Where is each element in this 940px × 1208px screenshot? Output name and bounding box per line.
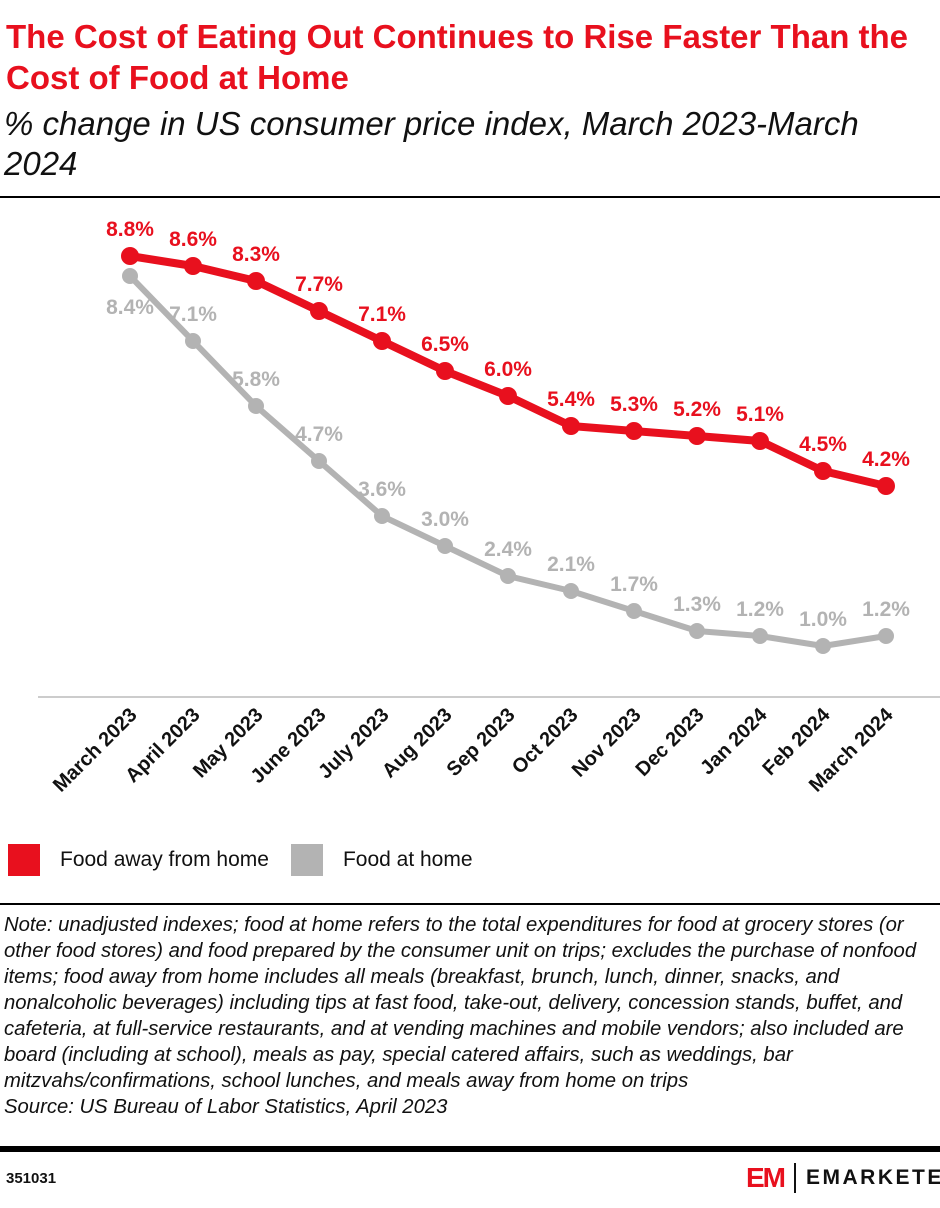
legend-item-food-away: Food away from home (8, 844, 269, 876)
legend-label: Food at home (342, 848, 473, 871)
data-point (751, 432, 769, 450)
chart-title: The Cost of Eating Out Continues to Rise… (6, 18, 909, 96)
data-label: 3.6% (358, 478, 406, 501)
x-tick-label: Aug 2023 (378, 704, 456, 782)
data-label: 1.2% (736, 598, 784, 621)
data-label: 3.0% (421, 508, 469, 531)
data-label: 8.3% (232, 243, 280, 266)
data-point (247, 272, 265, 290)
data-point (121, 247, 139, 265)
data-point (626, 603, 642, 619)
data-point (563, 583, 579, 599)
legend-swatch-red (8, 844, 40, 876)
data-label: 1.0% (799, 608, 847, 631)
data-point (185, 333, 201, 349)
data-point (310, 302, 328, 320)
logo-wordmark: EMARKETER (806, 1166, 940, 1189)
data-point (689, 623, 705, 639)
note-text: Note: unadjusted indexes; food at home r… (4, 914, 917, 1092)
legend: Food away from home Food at home (8, 844, 495, 876)
data-label: 1.3% (673, 593, 721, 616)
legend-label: Food away from home (60, 848, 269, 871)
data-label: 5.3% (610, 393, 658, 416)
data-point (878, 628, 894, 644)
data-label: 2.4% (484, 538, 532, 561)
data-point (815, 638, 831, 654)
chart-subtitle: % change in US consumer price index, Mar… (4, 105, 859, 182)
source-text: Source: US Bureau of Labor Statistics, A… (4, 1096, 448, 1118)
data-label: 4.2% (862, 448, 910, 471)
header-divider (0, 196, 940, 198)
data-label: 7.1% (358, 303, 406, 326)
data-point (562, 417, 580, 435)
data-point (688, 427, 706, 445)
x-tick-label: Nov 2023 (568, 704, 646, 782)
legend-item-food-home: Food at home (290, 844, 473, 876)
data-label: 5.4% (547, 388, 595, 411)
logo-mark: EM (746, 1162, 786, 1193)
data-label: 5.8% (232, 368, 280, 391)
data-label: 7.1% (169, 303, 217, 326)
data-point (184, 257, 202, 275)
data-label: 1.7% (610, 573, 658, 596)
data-label: 8.4% (106, 296, 154, 319)
data-point (500, 568, 516, 584)
data-point (311, 453, 327, 469)
emarketer-logo: EM EMARKETER (746, 1162, 940, 1194)
data-label: 8.8% (106, 218, 154, 241)
data-point (122, 268, 138, 284)
data-point (814, 462, 832, 480)
x-tick-label: Sep 2023 (443, 704, 520, 781)
data-label: 5.1% (736, 403, 784, 426)
data-point (373, 332, 391, 350)
data-point (374, 508, 390, 524)
data-label: 8.6% (169, 228, 217, 251)
data-label: 2.1% (547, 553, 595, 576)
x-tick-label: March 2023 (49, 704, 142, 797)
note-divider (0, 903, 940, 905)
data-label: 5.2% (673, 398, 721, 421)
footer-divider (0, 1146, 940, 1152)
data-point (436, 362, 454, 380)
chart-id: 351031 (6, 1170, 57, 1187)
data-point (437, 538, 453, 554)
data-point (499, 387, 517, 405)
legend-swatch-gray (290, 844, 323, 876)
data-point (877, 477, 895, 495)
footnote: Note: unadjusted indexes; food at home r… (4, 912, 934, 1120)
data-label: 1.2% (862, 598, 910, 621)
data-label: 6.0% (484, 358, 532, 381)
data-label: 4.7% (295, 423, 343, 446)
data-point (752, 628, 768, 644)
data-label: 4.5% (799, 433, 847, 456)
data-label: 6.5% (421, 333, 469, 356)
data-label: 7.7% (295, 273, 343, 296)
data-point (248, 398, 264, 414)
x-tick-label: Dec 2023 (632, 704, 709, 781)
logo-divider (794, 1163, 796, 1193)
series-line (127, 273, 887, 649)
data-point (625, 422, 643, 440)
